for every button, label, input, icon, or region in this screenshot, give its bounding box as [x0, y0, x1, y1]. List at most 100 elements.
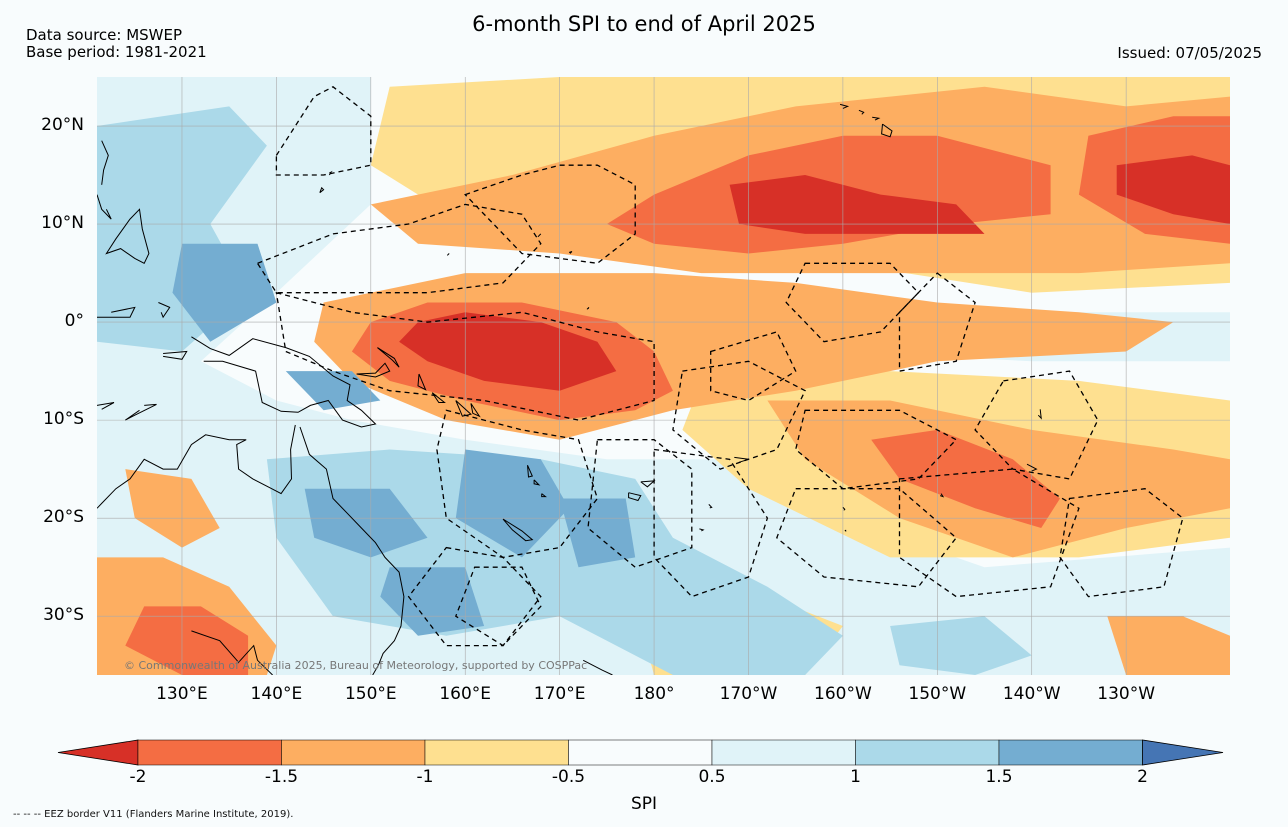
coastline	[125, 403, 157, 421]
lon-label: 150°E	[344, 684, 397, 704]
coastline	[356, 362, 391, 378]
coastline	[842, 507, 846, 511]
lon-label: 140°W	[1002, 684, 1061, 704]
colorbar-tick-label: 0.5	[698, 767, 726, 787]
spi-region-wet-strong	[559, 498, 636, 568]
coastline	[97, 194, 112, 220]
lat-label: 10°N	[41, 213, 84, 234]
spi-region-dry-extreme	[1116, 155, 1230, 224]
colorbar-bin	[855, 739, 1000, 766]
colorbar-label: SPI	[630, 794, 658, 814]
eez-legend-footnote: -- -- -- EEZ border V11 (Flanders Marine…	[13, 809, 294, 820]
lon-label: 150°W	[908, 684, 967, 704]
coastline	[163, 350, 188, 360]
coastline	[858, 109, 865, 115]
spi-region-dry-severe	[871, 429, 1060, 528]
spi-region-dry-severe	[125, 606, 249, 675]
base-period-text: Base period: 1981-2021	[26, 43, 207, 61]
eez-border	[455, 566, 542, 647]
coastline	[191, 336, 377, 428]
lat-label: 20°S	[43, 507, 84, 528]
eez-border	[672, 360, 806, 470]
eez-border	[710, 331, 797, 402]
lon-label: 140°E	[250, 684, 303, 704]
colorbar-bin	[137, 739, 282, 766]
coastline	[299, 426, 405, 675]
eez-border	[275, 86, 372, 176]
eez-border	[464, 164, 636, 264]
lon-label: 170°E	[533, 684, 586, 704]
coastline	[97, 306, 136, 318]
lat-label: 30°S	[43, 605, 84, 626]
coastline	[191, 630, 273, 675]
coastline	[97, 402, 115, 410]
coastline	[502, 518, 534, 542]
coastline	[101, 140, 109, 185]
spi-colorbar	[57, 739, 1224, 766]
lon-label: 130°E	[156, 684, 208, 704]
colorbar-tick-label: -1.5	[264, 767, 299, 787]
coastline	[568, 251, 573, 254]
coastline	[446, 253, 450, 256]
coastline	[319, 186, 325, 194]
coastline	[872, 116, 881, 121]
spi-region-wet-strong	[285, 371, 381, 411]
coastline	[377, 347, 400, 368]
eez-border	[974, 370, 1099, 480]
eez-border	[898, 468, 1080, 598]
coastline	[640, 480, 656, 488]
spi-region-wet-strong	[304, 488, 428, 558]
eez-border	[794, 409, 958, 490]
spi-region-dry-extreme	[399, 312, 617, 391]
lon-label: 130°W	[1097, 684, 1156, 704]
map-title: 6-month SPI to end of April 2025	[472, 12, 816, 36]
coastline	[105, 208, 150, 264]
eez-border-layer	[256, 86, 1184, 647]
coastline	[939, 493, 945, 498]
eez-border	[256, 203, 542, 294]
eez-border	[587, 439, 693, 568]
coastline	[537, 233, 542, 238]
lon-label: 170°W	[719, 684, 778, 704]
coastline	[1026, 463, 1038, 472]
coastline	[527, 464, 533, 478]
spi-region-dry-extreme	[729, 175, 985, 234]
coastline	[586, 307, 590, 310]
colorbar-extend-high	[1142, 739, 1224, 766]
colorbar-tick-label: -0.5	[551, 767, 586, 787]
colorbar-extend-low	[57, 739, 139, 766]
eez-border	[898, 272, 976, 372]
spi-region-dry-moderate	[125, 469, 220, 548]
issued-date: Issued: 07/05/2025	[1117, 44, 1262, 62]
coastline	[582, 659, 613, 675]
eez-border	[785, 262, 920, 343]
lon-label: 180°	[633, 684, 675, 704]
colorbar-tick-label: -1	[416, 767, 434, 787]
spi-region-dry-moderate	[1107, 616, 1230, 675]
coastline	[844, 529, 847, 532]
gridlines-layer	[97, 77, 1230, 675]
colorbar-tick-label: 2	[1137, 767, 1148, 787]
lon-label: 160°E	[439, 684, 492, 704]
colorbar-bin	[568, 739, 713, 766]
spi-region-wet-moderate	[890, 616, 1032, 675]
eez-border	[653, 448, 769, 598]
coastline	[881, 123, 893, 138]
coastline	[417, 373, 427, 391]
coastline	[97, 424, 296, 509]
spi-region-wet-strong	[172, 243, 277, 342]
colorbar-bin	[998, 739, 1143, 766]
coastline	[839, 103, 850, 109]
lat-label: 0°	[64, 311, 84, 332]
coastline	[541, 493, 547, 498]
coastline	[708, 504, 713, 509]
colorbar-bin	[711, 739, 856, 766]
spi-region-wet-strong	[380, 567, 485, 636]
lat-label: 20°N	[41, 115, 84, 136]
lon-label: 160°W	[814, 684, 872, 704]
spi-region-wet-strong	[455, 449, 570, 558]
coastline	[533, 479, 541, 486]
data-source-info: Data source: MSWEP Base period: 1981-202…	[26, 27, 207, 61]
colorbar-bin	[424, 739, 569, 766]
eez-border	[275, 291, 655, 421]
